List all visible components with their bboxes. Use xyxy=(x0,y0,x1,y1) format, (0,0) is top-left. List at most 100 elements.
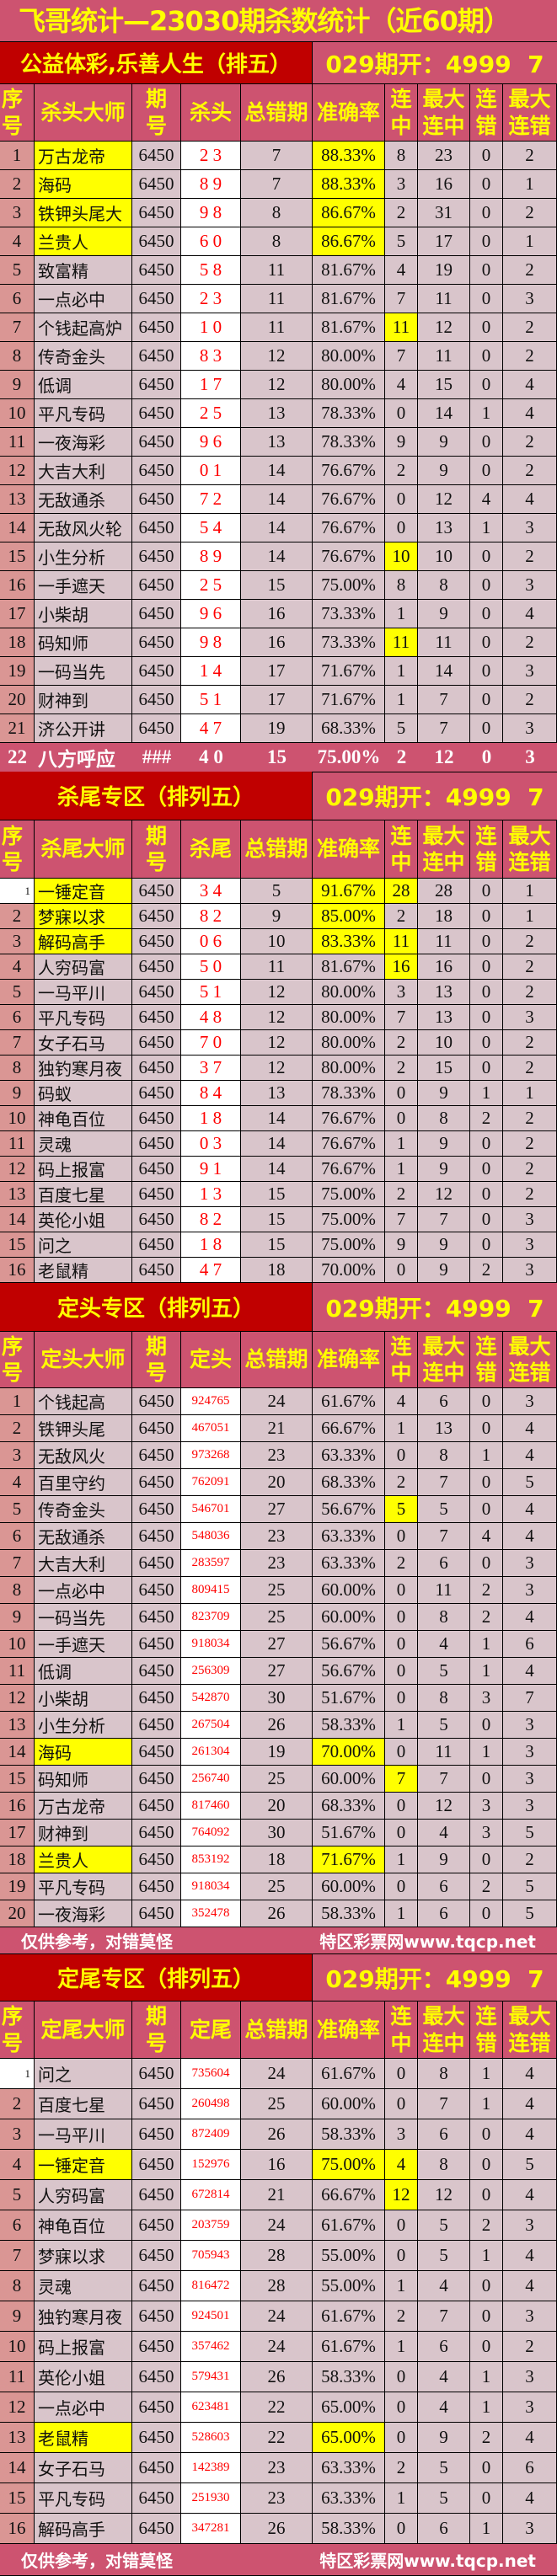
cell-total-errors: 27 xyxy=(241,1496,313,1523)
column-header-total-errors: 总错期 xyxy=(241,1332,313,1388)
cell-master-name: 低调 xyxy=(35,1658,132,1685)
cell-miss-streak: 0 xyxy=(470,929,503,954)
cell-hit-streak: 0 xyxy=(385,2423,418,2453)
cell-accuracy: 63.33% xyxy=(313,2483,385,2514)
cell-total-errors: 26 xyxy=(241,2514,313,2544)
cell-max-miss-streak: 4 xyxy=(503,2423,557,2453)
cell-accuracy: 76.67% xyxy=(313,1106,385,1131)
cell-max-miss-streak: 4 xyxy=(503,485,557,514)
table-row: 2 梦寐以求 6450 8 2 9 85.00% 2 18 0 1 xyxy=(0,904,557,929)
cell-miss-streak: 0 xyxy=(470,2271,503,2301)
cell-max-miss-streak: 3 xyxy=(503,1550,557,1577)
cell-max-miss-streak: 3 xyxy=(503,714,557,743)
cell-hit-streak: 0 xyxy=(385,1577,418,1604)
summary-max-hit-streak: 12 xyxy=(418,743,470,772)
cell-kill-number: 872409 xyxy=(181,2119,241,2150)
column-header-max-miss-streak: 最大 连错 xyxy=(503,84,557,142)
cell-total-errors: 26 xyxy=(241,2362,313,2392)
cell-kill-number: 357462 xyxy=(181,2332,241,2362)
cell-max-miss-streak: 3 xyxy=(503,1258,557,1283)
cell-master-name: 码知师 xyxy=(35,1766,132,1793)
table-row: 2 铁钾头尾 6450 467051 21 66.67% 1 13 0 4 xyxy=(0,1415,557,1442)
column-header-hit-streak: 连 中 xyxy=(385,1332,418,1388)
cell-master-name: 一手遮天 xyxy=(35,571,132,600)
cell-miss-streak: 0 xyxy=(470,600,503,628)
cell-kill-number: 4 7 xyxy=(181,714,241,743)
summary-hit-streak: 2 xyxy=(385,743,418,772)
cell-period: 6450 xyxy=(132,1388,181,1415)
cell-master-name: 一锤定音 xyxy=(35,879,132,904)
cell-accuracy: 80.00% xyxy=(313,1005,385,1030)
cell-hit-streak: 5 xyxy=(385,714,418,743)
cell-miss-streak: 1 xyxy=(470,399,503,428)
table-row: 21 济公开讲 6450 4 7 19 68.33% 5 7 0 3 xyxy=(0,714,557,743)
cell-hit-streak: 0 xyxy=(385,2514,418,2544)
cell-period: 6450 xyxy=(132,904,181,929)
cell-hit-streak: 1 xyxy=(385,1846,418,1873)
cell-hit-streak: 2 xyxy=(385,1469,418,1496)
cell-period: 6450 xyxy=(132,879,181,904)
cell-period: 6450 xyxy=(132,657,181,686)
cell-master-name: 平凡专码 xyxy=(35,1005,132,1030)
cell-max-hit-streak: 5 xyxy=(418,1496,470,1523)
summary-row: 22 八方呼应 ### 4 0 15 75.00% 2 12 0 3 xyxy=(0,743,557,772)
cell-miss-streak: 0 xyxy=(470,879,503,904)
cell-max-miss-streak: 3 xyxy=(503,1793,557,1820)
summary-period: ### xyxy=(132,743,181,772)
cell-hit-streak: 7 xyxy=(385,285,418,313)
cell-period: 6450 xyxy=(132,2119,181,2150)
cell-kill-number: 1 0 xyxy=(181,313,241,342)
column-header-seq: 序 号 xyxy=(0,1332,35,1388)
cell-accuracy: 60.00% xyxy=(313,1766,385,1793)
cell-period: 6450 xyxy=(132,2362,181,2392)
cell-max-miss-streak: 5 xyxy=(503,1873,557,1900)
cell-hit-streak: 11 xyxy=(385,313,418,342)
cell-accuracy: 83.33% xyxy=(313,929,385,954)
table-row: 8 灵魂 6450 816472 28 55.00% 1 4 0 4 xyxy=(0,2271,557,2301)
table-row: 16 万古龙帝 6450 817460 20 68.33% 0 12 3 3 xyxy=(0,1793,557,1820)
cell-max-miss-streak: 1 xyxy=(503,1081,557,1106)
cell-max-hit-streak: 9 xyxy=(418,457,470,485)
cell-miss-streak: 0 xyxy=(470,313,503,342)
cell-miss-streak: 1 xyxy=(470,1658,503,1685)
cell-kill-number: 528603 xyxy=(181,2423,241,2453)
cell-period: 6450 xyxy=(132,313,181,342)
cell-seq: 15 xyxy=(0,2483,35,2514)
cell-accuracy: 55.00% xyxy=(313,2241,385,2271)
cell-kill-number: 2 3 xyxy=(181,285,241,313)
cell-hit-streak: 0 xyxy=(385,1820,418,1846)
cell-seq: 6 xyxy=(0,2210,35,2241)
cell-max-hit-streak: 5 xyxy=(418,1712,470,1739)
cell-seq: 11 xyxy=(0,2362,35,2392)
cell-hit-streak: 0 xyxy=(385,2241,418,2271)
cell-accuracy: 75.00% xyxy=(313,571,385,600)
cell-hit-streak: 9 xyxy=(385,1232,418,1258)
cell-period: 6450 xyxy=(132,1030,181,1056)
cell-miss-streak: 2 xyxy=(470,2210,503,2241)
cell-seq: 17 xyxy=(0,1820,35,1846)
cell-accuracy: 68.33% xyxy=(313,1793,385,1820)
cell-seq: 16 xyxy=(0,1258,35,1283)
column-header-master-name: 杀头大师 xyxy=(35,84,132,142)
cell-seq: 17 xyxy=(0,600,35,628)
cell-accuracy: 85.00% xyxy=(313,904,385,929)
cell-period: 6450 xyxy=(132,1415,181,1442)
cell-total-errors: 15 xyxy=(241,1232,313,1258)
cell-master-name: 小生分析 xyxy=(35,1712,132,1739)
table-row: 7 个钱起高炉 6450 1 0 11 81.67% 11 12 0 2 xyxy=(0,313,557,342)
cell-accuracy: 78.33% xyxy=(313,1081,385,1106)
cell-max-miss-streak: 4 xyxy=(503,1523,557,1550)
cell-max-hit-streak: 9 xyxy=(418,2423,470,2453)
cell-kill-number: 467051 xyxy=(181,1415,241,1442)
cell-accuracy: 61.67% xyxy=(313,2059,385,2089)
cell-total-errors: 15 xyxy=(241,1182,313,1207)
cell-master-name: 码上报富 xyxy=(35,2332,132,2362)
cell-max-miss-streak: 3 xyxy=(503,1712,557,1739)
table-row: 20 财神到 6450 5 1 17 71.67% 1 7 0 2 xyxy=(0,686,557,714)
cell-accuracy: 75.00% xyxy=(313,1207,385,1232)
cell-kill-number: 0 6 xyxy=(181,929,241,954)
column-header-kill-number: 定头 xyxy=(181,1332,241,1388)
cell-max-miss-streak: 4 xyxy=(503,1496,557,1523)
cell-max-miss-streak: 2 xyxy=(503,142,557,170)
cell-accuracy: 61.67% xyxy=(313,2332,385,2362)
